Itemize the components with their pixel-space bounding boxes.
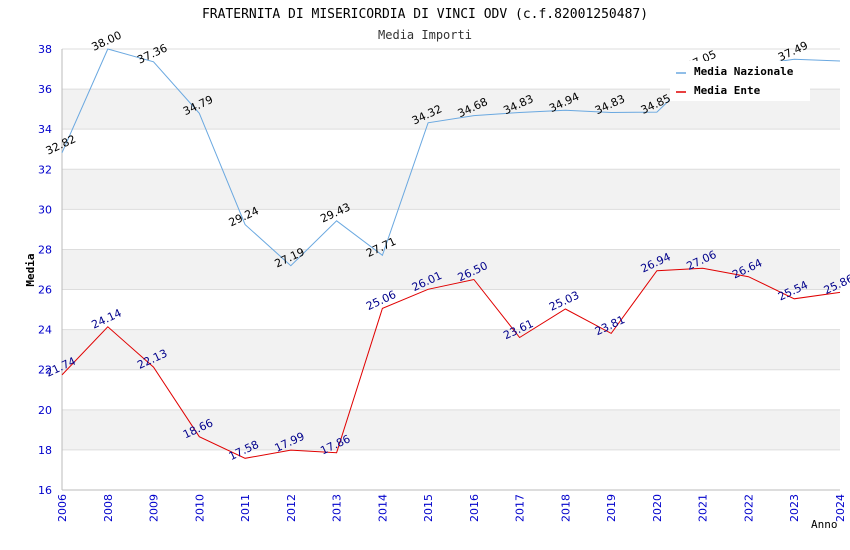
data-label: 37.49 [776,39,810,64]
y-tick-label: 26 [38,284,52,297]
data-label: 37.36 [135,41,169,66]
x-tick-label: 2021 [697,494,710,522]
chart-subtitle: Media Importi [378,28,472,42]
x-tick-label: 2015 [422,494,435,522]
x-tick-label: 2016 [468,494,481,522]
x-tick-label: 2014 [376,494,389,522]
chart-title: FRATERNITA DI MISERICORDIA DI VINCI ODV … [202,7,648,22]
axes [61,49,840,491]
x-tick-label: 2019 [605,494,618,522]
x-tick-label: 2010 [193,494,206,522]
grid-bands [62,89,840,450]
y-tick-label: 32 [38,163,52,176]
y-tick-label: 18 [38,444,52,457]
x-tick-label: 2022 [742,494,755,522]
x-tick-label: 2009 [148,494,161,522]
y-axis-label: Media [24,253,37,286]
data-label: 25.06 [364,288,398,313]
y-tick-label: 38 [38,43,52,56]
x-tick-label: 2013 [331,494,344,522]
grid-band [62,249,840,290]
x-tick-label: 2008 [102,494,115,522]
y-tick-label: 36 [38,83,52,96]
x-tick-label: 2023 [788,494,801,522]
x-tick-label: 2020 [651,494,664,522]
y-tick-label: 34 [38,123,52,136]
y-tick-label: 20 [38,404,52,417]
legend-label-ente: Media Ente [694,84,761,97]
legend-box [670,61,810,101]
series-line [61,267,841,459]
x-tick-label: 2006 [56,494,69,522]
y-tick-label: 30 [38,203,52,216]
legend: Media Nazionale Media Ente [670,61,810,101]
x-tick-label: 2024 [834,494,847,522]
y-tick-labels: 16 18 20 22 24 26 28 30 32 34 36 38 [38,43,52,497]
x-axis-label: Anno [811,518,838,531]
grid-band [62,329,840,370]
x-tick-label: 2012 [285,494,298,522]
x-tick-labels: 2006 2008 2009 2010 2011 2012 2013 2014 2015 2016… [56,494,847,522]
y-tick-label: 24 [38,324,52,337]
data-label: 32.82 [44,132,78,157]
x-tick-label: 2011 [239,494,252,522]
y-tick-label: 28 [38,243,52,256]
data-label: 21.74 [44,355,78,380]
x-tick-label: 2017 [514,494,527,522]
grid-band [62,409,840,450]
data-label: 38.00 [90,29,124,54]
x-tick-label: 2018 [559,494,572,522]
y-tick-label: 16 [38,484,52,497]
y-tick-label: 22 [38,364,52,377]
grid-band [62,169,840,210]
legend-label-nazionale: Media Nazionale [694,65,794,78]
